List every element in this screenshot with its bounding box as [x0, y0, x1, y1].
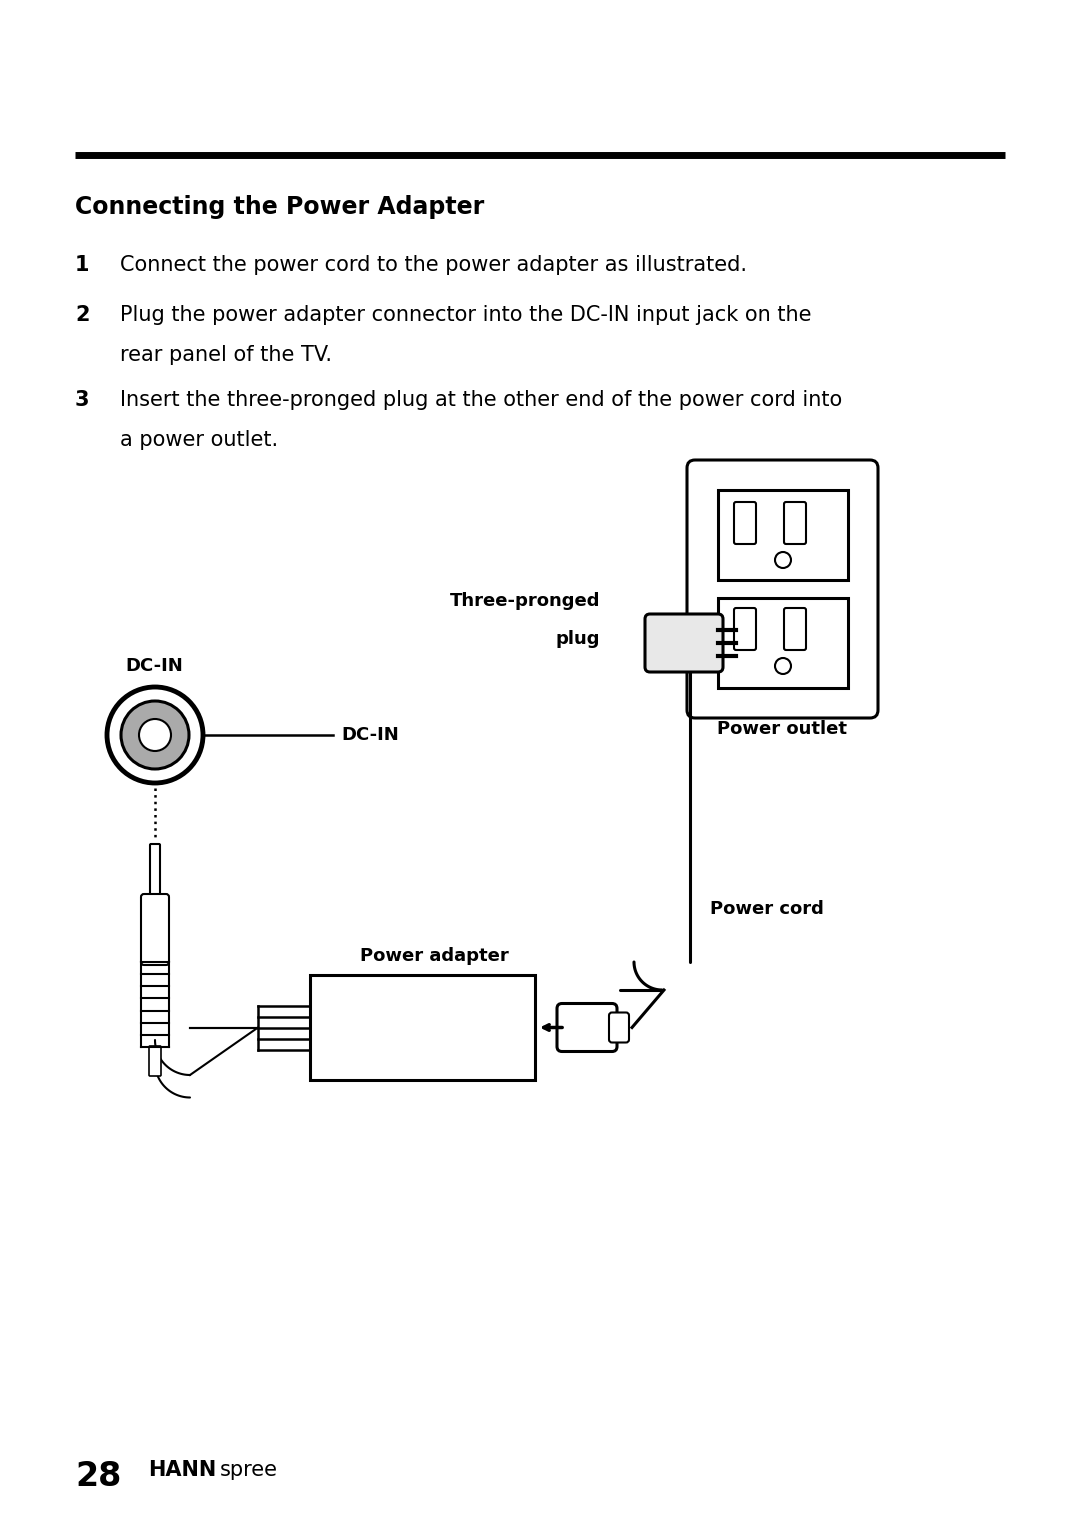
Text: 1: 1	[75, 255, 90, 275]
FancyBboxPatch shape	[645, 615, 723, 673]
Text: rear panel of the TV.: rear panel of the TV.	[120, 346, 332, 365]
Text: Connecting the Power Adapter: Connecting the Power Adapter	[75, 196, 484, 219]
FancyBboxPatch shape	[150, 844, 160, 898]
FancyBboxPatch shape	[734, 502, 756, 544]
Text: Insert the three-pronged plug at the other end of the power cord into: Insert the three-pronged plug at the oth…	[120, 390, 842, 410]
Circle shape	[121, 700, 189, 769]
Text: Plug the power adapter connector into the DC-IN input jack on the: Plug the power adapter connector into th…	[120, 304, 811, 326]
Text: Connect the power cord to the power adapter as illustrated.: Connect the power cord to the power adap…	[120, 255, 747, 275]
FancyBboxPatch shape	[718, 598, 848, 688]
FancyBboxPatch shape	[784, 502, 806, 544]
FancyBboxPatch shape	[141, 894, 168, 965]
Text: 28: 28	[75, 1460, 121, 1492]
Text: DC-IN: DC-IN	[341, 726, 399, 745]
FancyBboxPatch shape	[310, 976, 535, 1079]
FancyBboxPatch shape	[784, 609, 806, 650]
Text: Power cord: Power cord	[710, 901, 824, 917]
Text: HANN: HANN	[148, 1460, 216, 1480]
FancyBboxPatch shape	[557, 1003, 617, 1052]
Text: Power outlet: Power outlet	[717, 720, 847, 739]
Text: 3: 3	[75, 390, 90, 410]
FancyBboxPatch shape	[149, 1046, 161, 1076]
Text: 2: 2	[75, 304, 90, 326]
FancyBboxPatch shape	[734, 609, 756, 650]
FancyBboxPatch shape	[609, 1012, 629, 1043]
Text: spree: spree	[220, 1460, 278, 1480]
Text: DC-IN: DC-IN	[125, 657, 183, 674]
Text: Power adapter: Power adapter	[360, 946, 509, 965]
Text: plug: plug	[555, 630, 600, 648]
Circle shape	[775, 657, 791, 674]
Circle shape	[139, 719, 171, 751]
FancyBboxPatch shape	[718, 489, 848, 579]
Text: Three-pronged: Three-pronged	[449, 592, 600, 610]
Circle shape	[107, 687, 203, 783]
Text: a power outlet.: a power outlet.	[120, 430, 279, 450]
FancyBboxPatch shape	[687, 460, 878, 719]
Circle shape	[775, 552, 791, 567]
